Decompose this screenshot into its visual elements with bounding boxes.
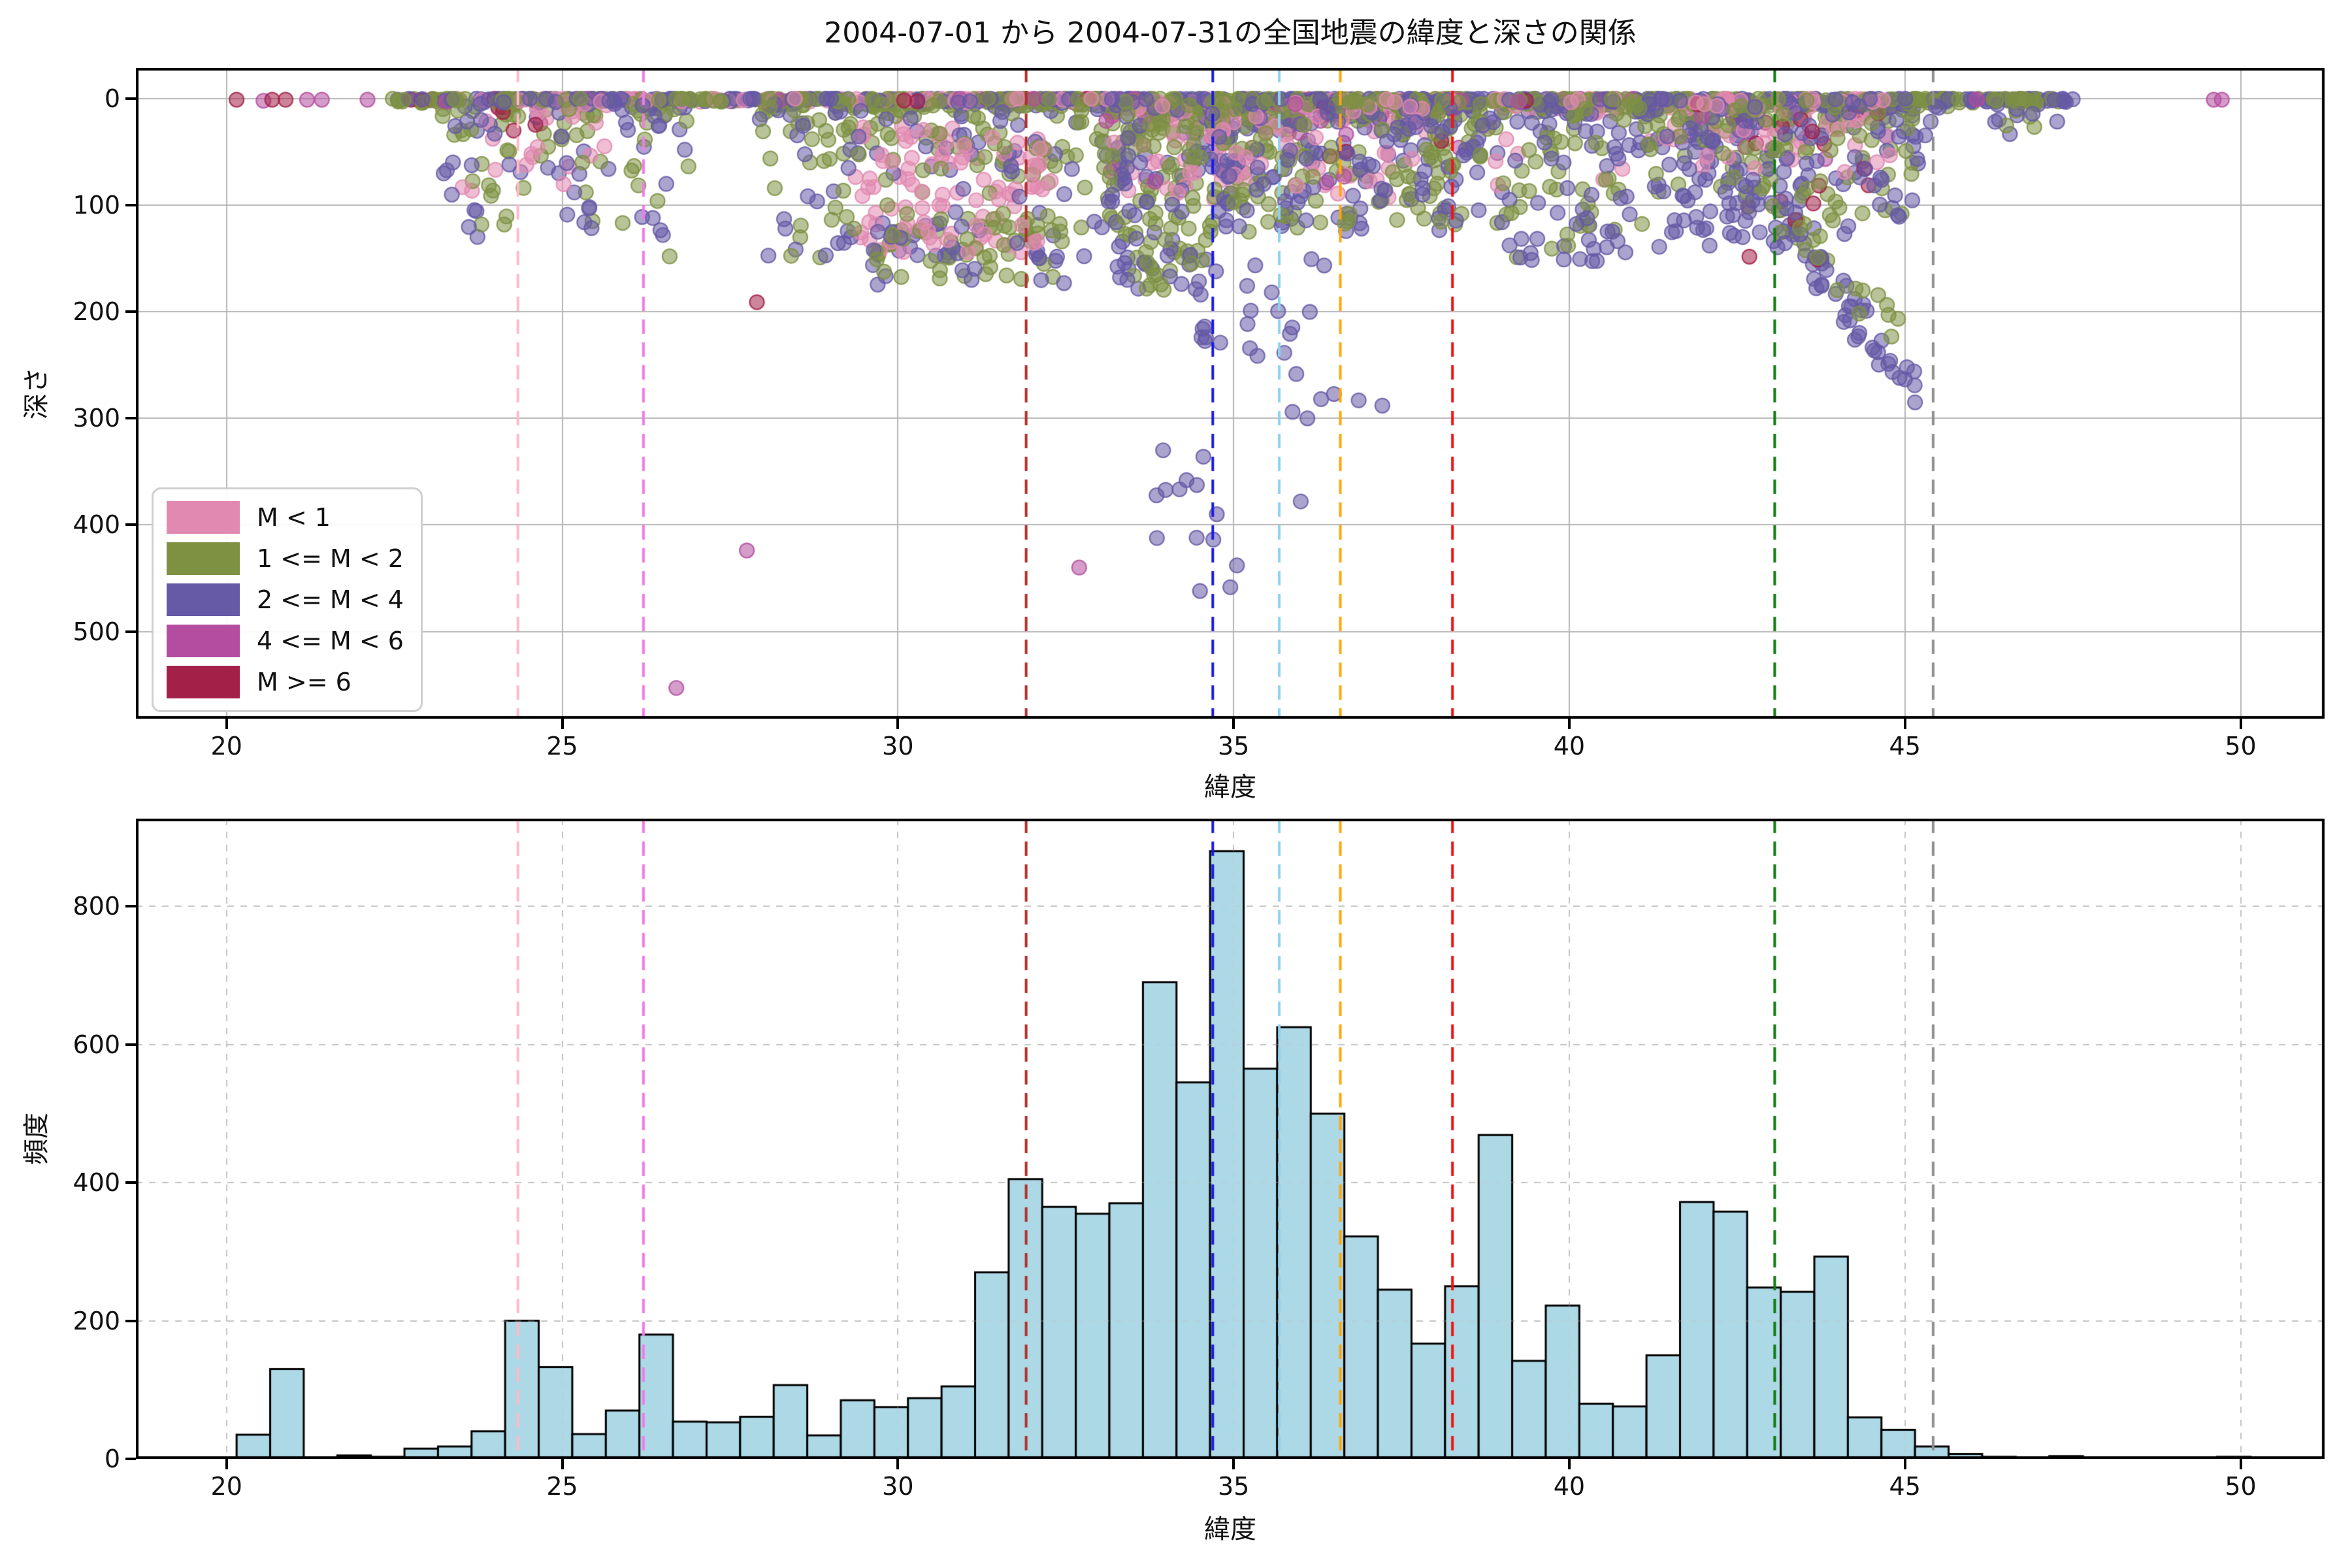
y-tick — [125, 1181, 136, 1184]
y-tick — [125, 523, 136, 527]
x-tick — [1903, 719, 1906, 729]
y-tick-label: 200 — [73, 1306, 120, 1335]
y-tick-label: 800 — [73, 892, 120, 921]
scatter-x-axis-label: 緯度 — [1204, 772, 1256, 802]
histogram-y-axis-label: 頻度 — [22, 1113, 52, 1165]
x-tick — [225, 1459, 228, 1469]
x-tick-label: 25 — [546, 732, 578, 760]
x-tick-label: 35 — [1217, 732, 1250, 760]
x-tick — [1232, 1459, 1235, 1469]
x-tick — [1903, 1459, 1906, 1469]
y-tick-label: 500 — [73, 617, 120, 646]
legend: M < 1 1 <= M < 2 2 <= M < 4 4 <= M < 6 M >= … — [152, 487, 423, 712]
x-tick — [2239, 719, 2242, 729]
y-tick — [125, 1319, 136, 1322]
x-tick — [896, 719, 900, 729]
x-tick-label: 35 — [1217, 1472, 1250, 1501]
x-tick-label: 40 — [1553, 732, 1586, 760]
y-tick — [125, 1043, 136, 1046]
x-tick — [1567, 719, 1571, 729]
legend-item: M >= 6 — [167, 666, 404, 698]
x-tick-label: 20 — [210, 1472, 242, 1501]
x-tick-label: 30 — [882, 732, 914, 760]
legend-item: 1 <= M < 2 — [167, 542, 404, 575]
legend-item: M < 1 — [167, 501, 404, 534]
y-tick-label: 0 — [104, 1445, 120, 1473]
legend-label: 1 <= M < 2 — [257, 544, 404, 573]
legend-swatch — [167, 666, 240, 698]
x-tick — [561, 719, 564, 729]
x-tick — [225, 719, 228, 729]
y-tick — [125, 97, 136, 100]
figure-title: 2004-07-01 から 2004-07-31の全国地震の緯度と深さの関係 — [824, 16, 1637, 50]
y-tick-label: 300 — [73, 404, 120, 433]
scatter-plot — [136, 68, 2325, 719]
legend-label: 4 <= M < 6 — [257, 627, 404, 655]
x-tick-label: 45 — [1889, 1472, 1921, 1501]
scatter-plot-canvas — [136, 68, 2325, 719]
y-tick-label: 200 — [73, 297, 120, 327]
x-tick-label: 25 — [546, 1472, 578, 1501]
x-tick — [896, 1459, 900, 1469]
x-tick — [1567, 1459, 1571, 1469]
x-tick-label: 20 — [210, 732, 242, 760]
x-tick-label: 30 — [882, 1472, 914, 1501]
legend-item: 2 <= M < 4 — [167, 583, 404, 616]
legend-label: 2 <= M < 4 — [257, 585, 404, 614]
y-tick-label: 100 — [73, 191, 120, 220]
legend-swatch — [167, 583, 240, 616]
legend-item: 4 <= M < 6 — [167, 625, 404, 657]
y-tick — [125, 630, 136, 633]
legend-swatch — [167, 625, 240, 657]
histogram-canvas — [136, 819, 2325, 1459]
x-tick — [1232, 719, 1235, 729]
x-tick-label: 50 — [2225, 732, 2257, 760]
y-tick — [125, 204, 136, 207]
y-tick-label: 600 — [73, 1030, 120, 1059]
y-tick-label: 0 — [104, 84, 120, 113]
legend-swatch — [167, 542, 240, 575]
y-tick-label: 400 — [73, 1168, 120, 1198]
x-tick — [2239, 1459, 2242, 1469]
y-tick — [125, 905, 136, 908]
x-tick — [561, 1459, 564, 1469]
legend-label: M < 1 — [257, 503, 331, 532]
y-tick — [125, 417, 136, 420]
x-tick-label: 45 — [1889, 732, 1921, 760]
histogram-x-axis-label: 緯度 — [1204, 1514, 1256, 1544]
y-tick-label: 400 — [73, 510, 120, 540]
legend-swatch — [167, 501, 240, 534]
legend-label: M >= 6 — [257, 668, 351, 696]
histogram-plot — [136, 819, 2325, 1459]
x-tick-label: 50 — [2225, 1472, 2257, 1501]
y-tick — [125, 310, 136, 314]
x-tick-label: 40 — [1553, 1472, 1586, 1501]
scatter-y-axis-label: 深さ — [22, 367, 52, 419]
y-tick — [125, 1458, 136, 1460]
